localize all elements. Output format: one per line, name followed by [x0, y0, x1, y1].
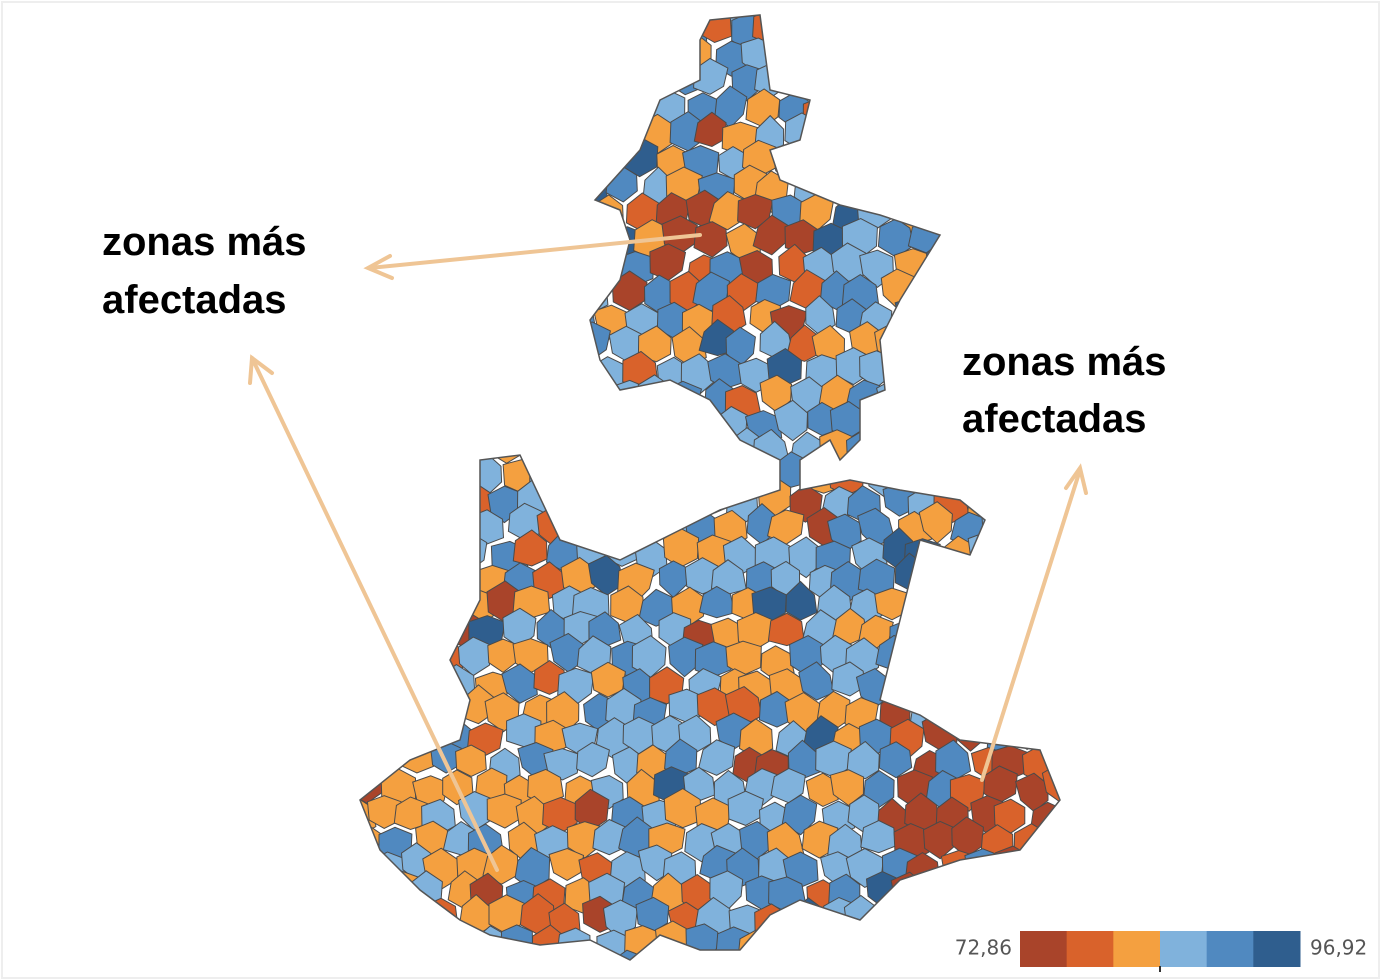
municipality: [727, 790, 764, 826]
municipality: [698, 739, 736, 776]
municipality: [878, 741, 913, 779]
municipality: [785, 580, 818, 621]
municipality: [637, 325, 672, 363]
arrow-head: [1064, 463, 1088, 495]
arrow: [250, 356, 499, 872]
municipality: [668, 636, 704, 678]
municipality: [512, 529, 548, 567]
legend-min-label: 72,86: [955, 936, 1012, 960]
municipality: [366, 795, 402, 829]
state-outline: [359, 14, 1061, 961]
arrow: [368, 233, 702, 270]
municipality: [781, 794, 818, 836]
municipality: [829, 769, 865, 807]
municipality: [693, 111, 727, 148]
municipality: [486, 793, 522, 829]
municipality: [860, 820, 896, 854]
arrow: [980, 468, 1082, 782]
municipality: [455, 744, 487, 778]
municipality: [798, 661, 835, 701]
legend-swatch: [1113, 931, 1161, 967]
annotation: zonas más afectadas: [102, 220, 307, 322]
legend-swatch: [1253, 931, 1301, 967]
arrow-head: [248, 354, 274, 385]
municipality: [846, 740, 880, 780]
municipality: [590, 661, 626, 698]
municipality: [548, 847, 585, 881]
arrow-head: [363, 254, 394, 280]
municipality: [767, 612, 805, 647]
annotation: zonas más afectadas: [962, 340, 1167, 441]
municipality: [533, 659, 566, 695]
municipality: [663, 788, 702, 829]
legend-swatch: [1066, 931, 1114, 967]
municipality: [698, 585, 736, 619]
legend-max-label: 96,92: [1310, 936, 1367, 960]
municipality: [831, 661, 865, 697]
legend-swatch: [1160, 931, 1208, 967]
legend-swatches: [1020, 931, 1301, 967]
municipality: [576, 741, 610, 778]
arrows: [248, 233, 1088, 872]
legend-swatch: [1206, 931, 1254, 967]
municipality: [693, 221, 728, 258]
legend-swatch: [1020, 931, 1068, 967]
